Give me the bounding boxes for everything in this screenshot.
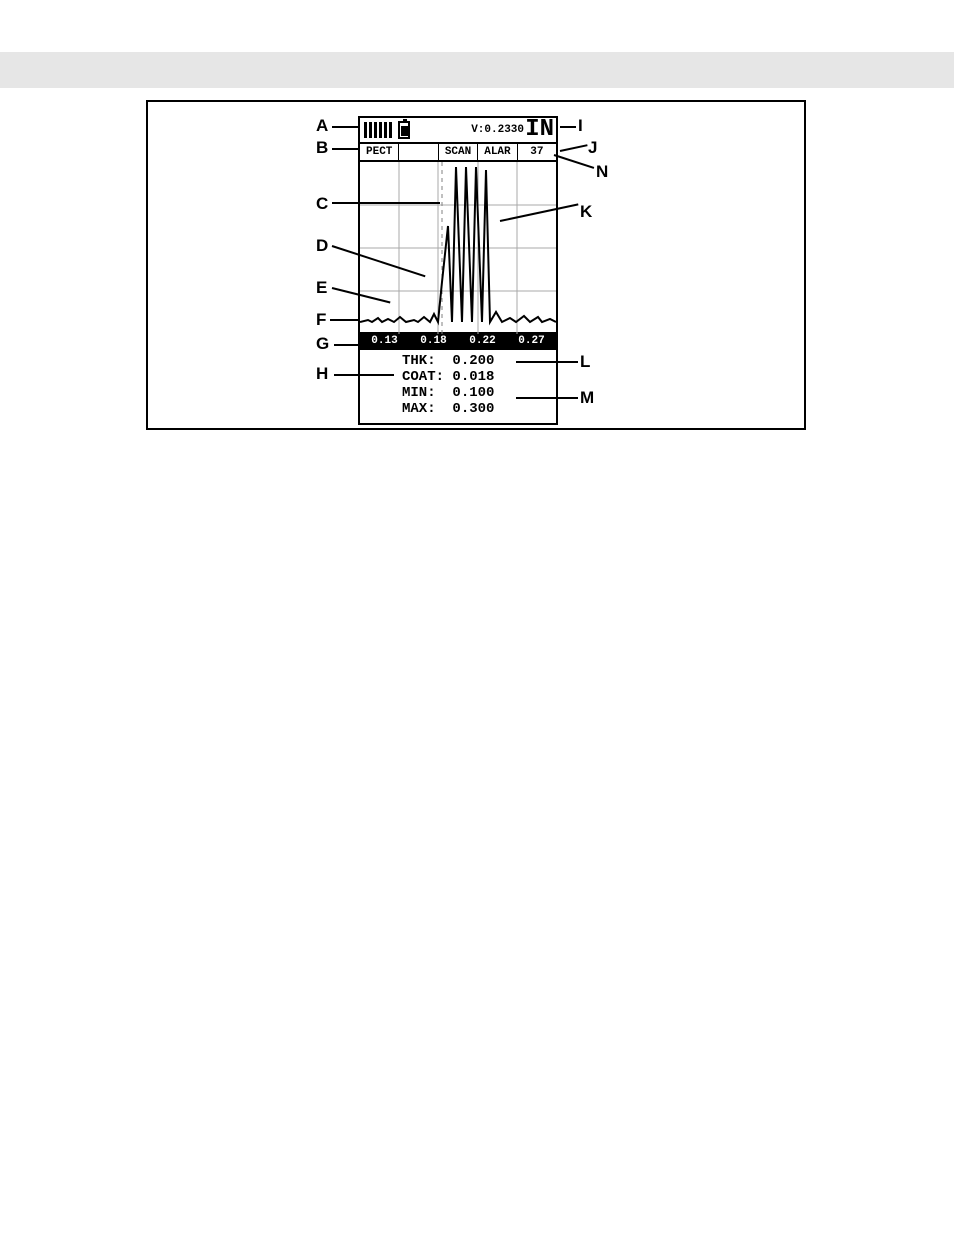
a-scan-svg — [360, 162, 556, 334]
callout-E: E — [316, 278, 327, 298]
feature-row: PECT SCAN ALAR 37 — [360, 144, 556, 162]
max-readout: MAX: 0.300 — [366, 401, 550, 417]
callout-B: B — [316, 138, 328, 158]
a-scan-area — [360, 162, 556, 334]
callout-G: G — [316, 334, 329, 354]
leader — [516, 361, 578, 363]
figure-frame: V:0.2330 IN PECT SCAN ALAR 37 — [146, 100, 806, 430]
x-axis-bar: 0.13 0.18 0.22 0.27 — [360, 334, 556, 350]
device-header: V:0.2330 IN — [360, 118, 556, 144]
feature-cell — [399, 144, 438, 160]
callout-H: H — [316, 364, 328, 384]
callout-C: C — [316, 194, 328, 214]
x-tick: 0.27 — [518, 335, 544, 347]
units-label: IN — [525, 116, 554, 143]
leader — [334, 374, 394, 376]
callout-M: M — [580, 388, 594, 408]
coat-readout: COAT: 0.018 — [366, 369, 550, 385]
x-tick: 0.22 — [469, 335, 495, 347]
grid-lines — [360, 162, 556, 334]
x-tick: 0.18 — [420, 335, 446, 347]
callout-A: A — [316, 116, 328, 136]
feature-cell: ALAR — [478, 144, 517, 160]
callout-J: J — [588, 138, 597, 158]
leader — [516, 397, 578, 399]
a-scan-waveform — [360, 167, 556, 322]
leader — [560, 144, 588, 152]
feature-cell: SCAN — [439, 144, 478, 160]
callout-K: K — [580, 202, 592, 222]
leader — [332, 126, 358, 128]
page-header-band — [0, 52, 954, 88]
leader — [334, 344, 394, 346]
device-screen: V:0.2330 IN PECT SCAN ALAR 37 — [358, 116, 558, 425]
leader — [560, 126, 576, 128]
leader — [332, 148, 358, 150]
leader — [332, 202, 440, 204]
callout-L: L — [580, 352, 590, 372]
battery-icon — [398, 121, 410, 139]
callout-D: D — [316, 236, 328, 256]
leader — [330, 319, 358, 321]
callout-N: N — [596, 162, 608, 182]
callout-F: F — [316, 310, 326, 330]
velocity-readout: V:0.2330 — [471, 124, 524, 136]
feature-cell: 37 — [518, 144, 556, 160]
callout-I: I — [578, 116, 583, 136]
repeatability-bars — [364, 122, 392, 138]
feature-cell: PECT — [360, 144, 399, 160]
